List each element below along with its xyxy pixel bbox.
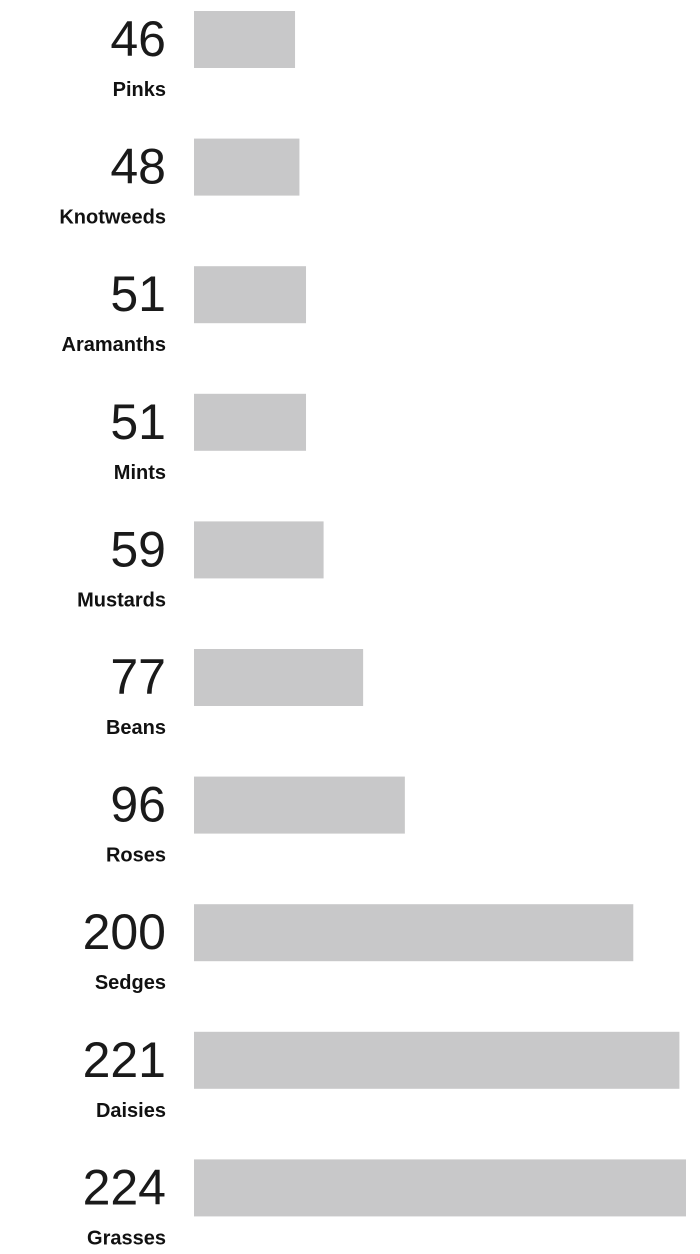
value-label-grasses: 224 [83, 1159, 166, 1215]
value-label-aramanths: 51 [110, 266, 166, 322]
bar-grasses [194, 1159, 686, 1217]
value-label-sedges: 200 [83, 904, 166, 960]
value-label-mints: 51 [110, 394, 166, 450]
value-label-mustards: 59 [110, 521, 166, 577]
bar-aramanths [194, 266, 307, 324]
bar-sedges [194, 904, 634, 962]
bars-group [194, 11, 686, 1217]
category-label-mints: Mints [114, 462, 166, 484]
bar-pinks [194, 11, 296, 68]
category-label-roses: Roses [106, 845, 166, 867]
value-labels-group: 46 48 51 51 59 77 96 200 221 224 [83, 11, 166, 1215]
value-label-roses: 96 [110, 777, 166, 833]
value-label-daisies: 221 [83, 1032, 166, 1088]
category-label-daisies: Daisies [96, 1100, 166, 1122]
value-label-knotweeds: 48 [110, 139, 166, 195]
category-label-beans: Beans [106, 717, 166, 739]
bar-mustards [194, 521, 324, 579]
category-label-aramanths: Aramanths [62, 334, 166, 356]
category-label-knotweeds: Knotweeds [59, 207, 166, 229]
bar-daisies [194, 1031, 680, 1089]
value-label-beans: 77 [110, 649, 166, 705]
bar-knotweeds [194, 138, 300, 196]
bar-roses [194, 776, 405, 834]
category-label-sedges: Sedges [95, 972, 166, 994]
value-label-pinks: 46 [110, 11, 166, 67]
category-label-pinks: Pinks [113, 79, 166, 101]
category-labels-group: Pinks Knotweeds Aramanths Mints Mustards Bean… [59, 79, 166, 1249]
bar-beans [194, 649, 364, 706]
category-label-grasses: Grasses [87, 1227, 166, 1249]
bar-mints [194, 393, 307, 451]
category-label-mustards: Mustards [77, 589, 166, 611]
